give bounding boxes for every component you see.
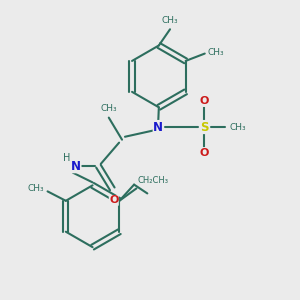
Text: CH₃: CH₃ xyxy=(28,184,45,193)
Text: O: O xyxy=(200,148,209,158)
Text: CH₃: CH₃ xyxy=(162,16,178,25)
Text: S: S xyxy=(200,121,209,134)
Text: H: H xyxy=(63,153,70,163)
Text: CH₃: CH₃ xyxy=(100,104,117,113)
Text: N: N xyxy=(153,121,163,134)
Text: O: O xyxy=(200,96,209,106)
Text: O: O xyxy=(109,195,119,205)
Text: CH₃: CH₃ xyxy=(208,48,224,57)
Text: CH₂CH₃: CH₂CH₃ xyxy=(138,176,169,185)
Text: N: N xyxy=(71,160,81,173)
Text: CH₃: CH₃ xyxy=(230,122,246,131)
